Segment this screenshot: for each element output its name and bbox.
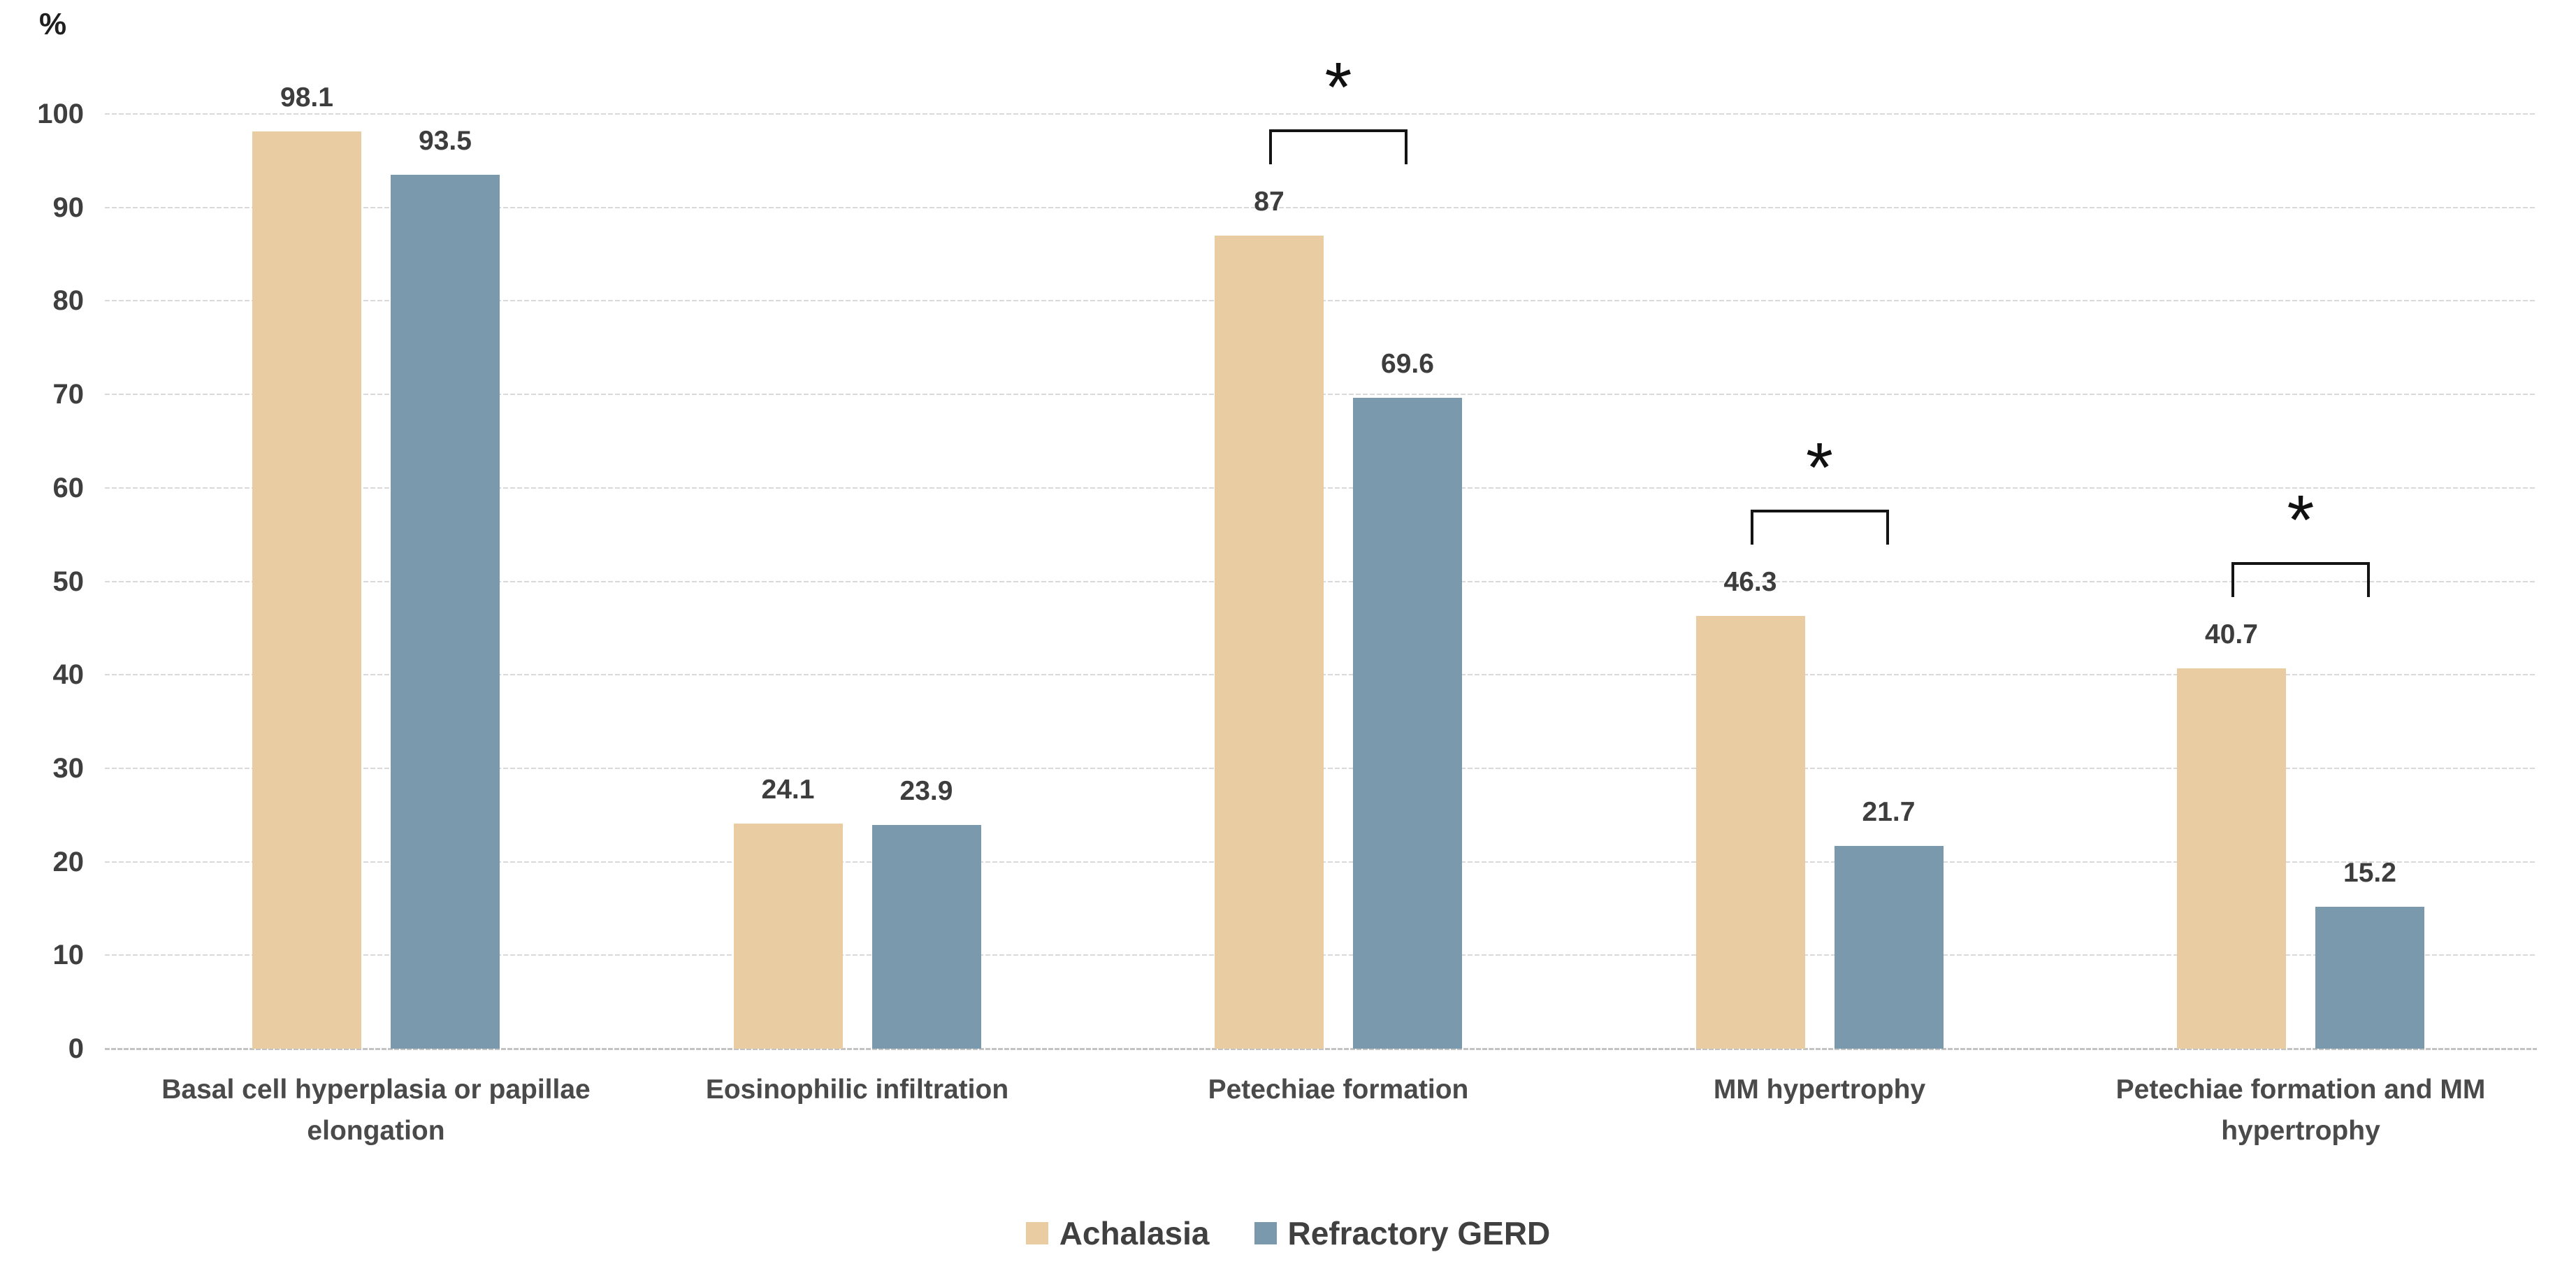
category-label: Basal cell hyperplasia or papillae elong… (161, 1075, 591, 1146)
significance-asterisk: * (1806, 428, 1833, 507)
value-label: 40.7 (2205, 619, 2258, 649)
bar-achalasia (252, 131, 361, 1049)
legend: Achalasia Refractory GERD (0, 1212, 2576, 1254)
y-tick-label: 90 (52, 192, 85, 223)
value-label: 93.5 (419, 125, 472, 156)
significance-bracket (1750, 509, 1889, 545)
y-tick-label: 20 (52, 846, 85, 877)
bar-achalasia (1695, 615, 1805, 1049)
value-label: 87 (1254, 186, 1285, 217)
value-label: 24.1 (761, 774, 815, 805)
bar-refractory-gerd (391, 174, 500, 1049)
legend-swatch-refractory-gerd (1254, 1222, 1277, 1244)
y-tick-label: 50 (52, 566, 85, 597)
y-tick-label: 30 (52, 752, 85, 784)
significance-asterisk: * (1324, 48, 1352, 127)
bar-achalasia (2177, 668, 2286, 1049)
value-label: 98.1 (280, 82, 333, 113)
value-label: 46.3 (1723, 566, 1777, 597)
y-tick-label: 60 (52, 472, 85, 503)
bar-achalasia (733, 823, 843, 1049)
legend-label-achalasia: Achalasia (1059, 1215, 1210, 1251)
y-axis-unit-label: % (39, 7, 67, 41)
category-label: Eosinophilic infiltration (705, 1075, 1009, 1105)
legend-item-refractory-gerd: Refractory GERD (1254, 1214, 1551, 1252)
value-label: 15.2 (2343, 857, 2396, 888)
significance-bracket (2231, 561, 2370, 597)
bar-refractory-gerd (2315, 906, 2424, 1049)
bar-refractory-gerd (871, 825, 981, 1049)
category-label: MM hypertrophy (1713, 1075, 1926, 1105)
bar-refractory-gerd (1834, 845, 1944, 1049)
bar-achalasia (1215, 235, 1324, 1049)
gridline (105, 206, 2537, 208)
legend-swatch-achalasia (1025, 1222, 1048, 1244)
significance-bracket (1269, 129, 1408, 164)
gridline (105, 113, 2537, 115)
y-tick-label: 100 (37, 99, 84, 129)
legend-label-refractory-gerd: Refractory GERD (1287, 1215, 1551, 1251)
y-tick-label: 0 (68, 1033, 84, 1064)
legend-item-achalasia: Achalasia (1025, 1214, 1210, 1252)
y-tick-label: 70 (52, 379, 85, 410)
category-label: Petechiae formation and MM hypertrophy (2115, 1075, 2486, 1146)
significance-asterisk: * (2287, 480, 2315, 559)
y-tick-label: 40 (52, 659, 85, 691)
value-label: 23.9 (899, 776, 953, 807)
value-label: 21.7 (1862, 796, 1916, 827)
x-axis-line (105, 1048, 2537, 1050)
value-label: 69.6 (1381, 349, 1434, 380)
y-tick-label: 80 (52, 285, 85, 317)
bar-refractory-gerd (1353, 398, 1462, 1049)
category-label: Petechiae formation (1208, 1075, 1469, 1105)
y-tick-label: 10 (52, 940, 85, 971)
